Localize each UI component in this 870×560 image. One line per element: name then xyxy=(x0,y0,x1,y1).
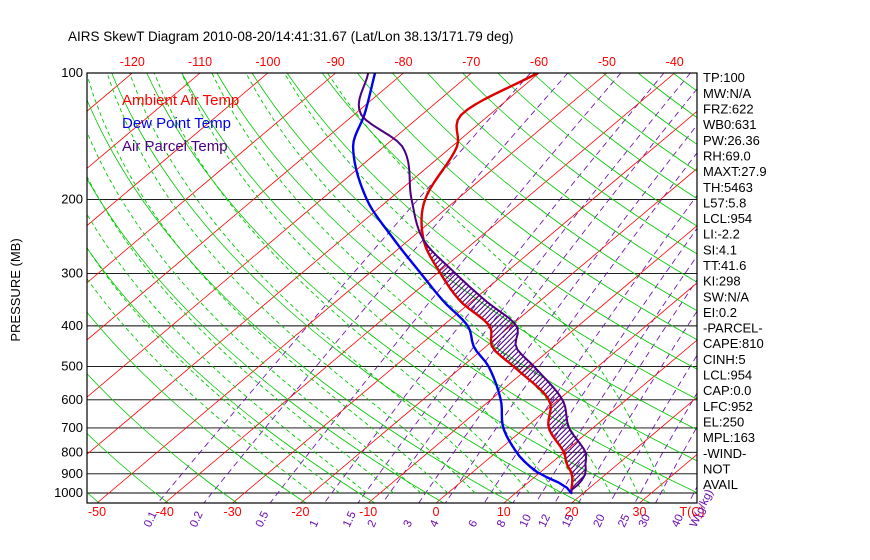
svg-text:10: 10 xyxy=(497,505,511,519)
svg-text:-40: -40 xyxy=(666,55,684,69)
svg-text:MW:N/A: MW:N/A xyxy=(703,86,751,101)
svg-text:100: 100 xyxy=(61,65,83,80)
svg-text:PW:26.36: PW:26.36 xyxy=(703,133,760,148)
svg-text:300: 300 xyxy=(61,265,83,280)
svg-text:LCL:954: LCL:954 xyxy=(703,211,752,226)
svg-text:FRZ:622: FRZ:622 xyxy=(703,102,754,117)
svg-text:Ambient Air Temp: Ambient Air Temp xyxy=(122,92,239,109)
svg-text:0: 0 xyxy=(433,505,440,519)
svg-text:12: 12 xyxy=(537,513,553,530)
svg-text:WB0:631: WB0:631 xyxy=(703,117,756,132)
svg-text:1000: 1000 xyxy=(54,485,83,500)
svg-text:-90: -90 xyxy=(327,55,345,69)
svg-text:AIRS SkewT Diagram 2010-08-20/: AIRS SkewT Diagram 2010-08-20/14:41:31.6… xyxy=(68,29,514,44)
svg-text:SI:4.1: SI:4.1 xyxy=(703,242,737,257)
svg-text:-50: -50 xyxy=(598,55,616,69)
svg-text:MAXT:27.9: MAXT:27.9 xyxy=(703,164,767,179)
svg-text:20: 20 xyxy=(592,513,608,530)
svg-text:LCL:954: LCL:954 xyxy=(703,368,752,383)
svg-text:400: 400 xyxy=(61,318,83,333)
svg-text:CAP:0.0: CAP:0.0 xyxy=(703,383,751,398)
svg-text:-70: -70 xyxy=(462,55,480,69)
svg-text:-10: -10 xyxy=(359,505,377,519)
svg-text:-120: -120 xyxy=(120,55,145,69)
svg-text:-PARCEL-: -PARCEL- xyxy=(703,321,763,336)
svg-text:L57:5.8: L57:5.8 xyxy=(703,195,746,210)
svg-text:CINH:5: CINH:5 xyxy=(703,352,746,367)
svg-text:PRESSURE (MB): PRESSURE (MB) xyxy=(8,238,23,341)
svg-text:KI:298: KI:298 xyxy=(703,274,741,289)
svg-text:0.5: 0.5 xyxy=(254,510,272,530)
svg-text:1.5: 1.5 xyxy=(341,510,359,530)
svg-text:0.2: 0.2 xyxy=(188,510,206,530)
svg-text:3: 3 xyxy=(402,518,416,529)
svg-text:900: 900 xyxy=(61,466,83,481)
svg-text:LI:-2.2: LI:-2.2 xyxy=(703,227,740,242)
svg-text:RH:69.0: RH:69.0 xyxy=(703,148,751,163)
svg-text:-80: -80 xyxy=(394,55,412,69)
svg-text:-50: -50 xyxy=(88,505,106,519)
svg-text:CAPE:810: CAPE:810 xyxy=(703,336,764,351)
svg-text:800: 800 xyxy=(61,444,83,459)
svg-text:MPL:163: MPL:163 xyxy=(703,430,755,445)
svg-text:SW:N/A: SW:N/A xyxy=(703,289,749,304)
svg-text:TT:41.6: TT:41.6 xyxy=(703,258,746,273)
svg-text:EI:0.2: EI:0.2 xyxy=(703,305,737,320)
svg-text:10: 10 xyxy=(518,513,534,530)
svg-text:EL:250: EL:250 xyxy=(703,415,744,430)
svg-text:25: 25 xyxy=(616,513,632,530)
svg-text:-30: -30 xyxy=(224,505,242,519)
svg-text:Dew Point Temp: Dew Point Temp xyxy=(122,115,231,132)
svg-text:2: 2 xyxy=(366,518,380,529)
svg-text:TH:5463: TH:5463 xyxy=(703,180,753,195)
svg-text:AVAIL: AVAIL xyxy=(703,477,738,492)
svg-text:NOT: NOT xyxy=(703,461,731,476)
svg-text:-60: -60 xyxy=(530,55,548,69)
svg-text:-110: -110 xyxy=(188,55,212,69)
svg-text:500: 500 xyxy=(61,359,83,374)
svg-text:8: 8 xyxy=(495,518,509,529)
svg-text:700: 700 xyxy=(61,420,83,435)
svg-text:TP:100: TP:100 xyxy=(703,70,745,85)
svg-text:6: 6 xyxy=(467,518,481,529)
svg-text:4: 4 xyxy=(428,518,442,529)
svg-text:600: 600 xyxy=(61,392,83,407)
svg-text:1: 1 xyxy=(308,518,322,529)
svg-text:-WIND-: -WIND- xyxy=(703,446,746,461)
svg-text:Air Parcel Temp: Air Parcel Temp xyxy=(122,138,228,155)
svg-text:-100: -100 xyxy=(255,55,280,69)
svg-text:200: 200 xyxy=(61,191,83,206)
svg-text:LFC:952: LFC:952 xyxy=(703,399,753,414)
svg-text:-20: -20 xyxy=(291,505,309,519)
